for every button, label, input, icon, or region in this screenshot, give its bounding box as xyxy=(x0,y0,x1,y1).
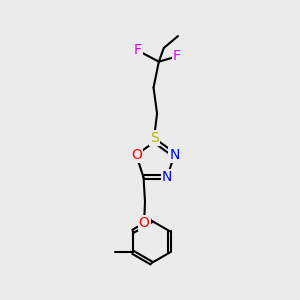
Text: O: O xyxy=(131,148,142,162)
Text: S: S xyxy=(150,130,158,145)
Text: O: O xyxy=(139,216,150,230)
Text: N: N xyxy=(162,170,172,184)
Text: F: F xyxy=(134,44,142,58)
Text: F: F xyxy=(173,50,181,63)
Text: N: N xyxy=(169,148,179,162)
